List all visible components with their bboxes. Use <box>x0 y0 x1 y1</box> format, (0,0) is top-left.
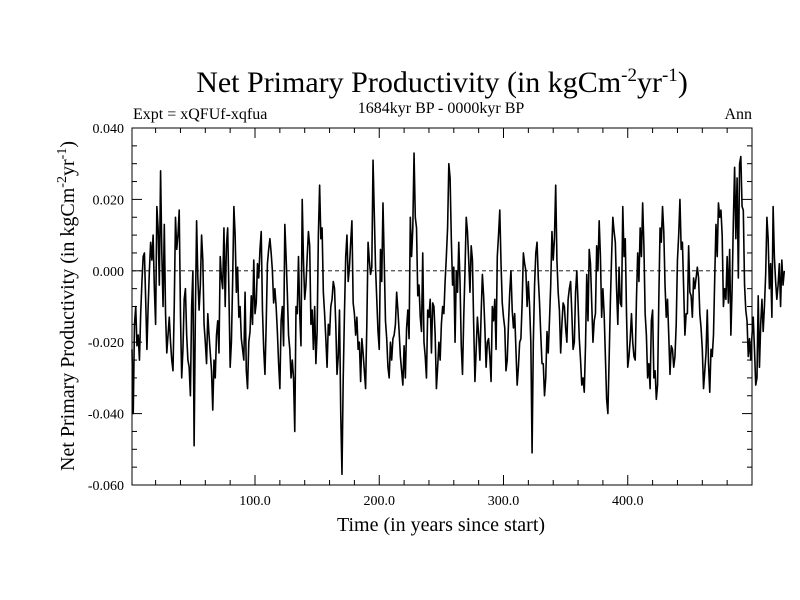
season-label: Ann <box>724 106 752 123</box>
x-tick-label: 200.0 <box>364 494 396 509</box>
y-tick-label: 0.000 <box>93 265 125 280</box>
svg-text:Net Primary Productivity (in k: Net Primary Productivity (in kgCm-2yr-1) <box>55 141 79 471</box>
x-tick-label: 300.0 <box>488 494 520 509</box>
axis-tick-labels: 100.0 200.0 300.0 400.0 -0.060 -0.040 -0.020 0.… <box>88 122 644 509</box>
time-range-label: 1684kyr BP - 0000kyr BP <box>358 100 525 117</box>
x-tick-label: 100.0 <box>239 494 271 509</box>
x-tick-label: 400.0 <box>612 494 644 509</box>
y-tick-label: 0.040 <box>93 122 125 137</box>
chart-title: Net Primary Productivity (in kgCm-2yr-1) <box>196 65 688 99</box>
y-tick-label: -0.020 <box>88 336 124 351</box>
y-tick-label: -0.040 <box>88 408 124 423</box>
experiment-label: Expt = xQFUf-xqfua <box>133 106 267 123</box>
plot-frame <box>131 127 753 486</box>
y-tick-label: 0.020 <box>93 193 125 208</box>
x-axis-label: Time (in years since start) <box>337 514 545 536</box>
y-tick-label: -0.060 <box>88 479 124 494</box>
series-line-ann <box>131 152 786 476</box>
axis-ticks <box>132 127 752 486</box>
y-axis-label: Net Primary Productivity (in kgCm-2yr-1) <box>55 141 79 471</box>
